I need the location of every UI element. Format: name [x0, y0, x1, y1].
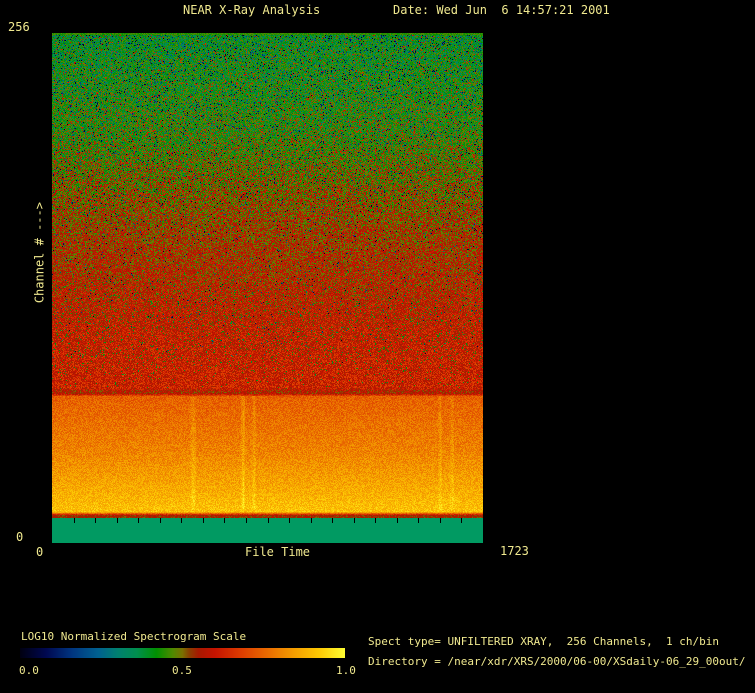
x-axis-label: File Time: [245, 545, 311, 559]
date-label: Date: Wed Jun 6 14:57:21 2001: [393, 3, 610, 17]
y-axis-max-tick: 256: [8, 20, 30, 34]
colorbar-tick-1: 1.0: [336, 664, 356, 677]
spectrogram-canvas: [52, 33, 483, 543]
x-axis-max-tick: 1723: [500, 544, 529, 558]
colorbar-tick-05: 0.5: [172, 664, 192, 677]
spect-type-line: Spect type= UNFILTERED XRAY, 256 Channel…: [368, 635, 719, 648]
colorbar-title: LOG10 Normalized Spectrogram Scale: [21, 630, 247, 643]
y-axis-min-tick: 0: [16, 530, 24, 544]
page-title: NEAR X-Ray Analysis: [183, 3, 321, 17]
colorbar-tick-0: 0.0: [19, 664, 39, 677]
y-axis-label: Channel # --->: [32, 202, 47, 304]
x-axis-min-tick: 0: [36, 545, 44, 559]
directory-line: Directory = /near/xdr/XRS/2000/06-00/XSd…: [368, 655, 746, 668]
colorbar-gradient: [20, 648, 345, 658]
